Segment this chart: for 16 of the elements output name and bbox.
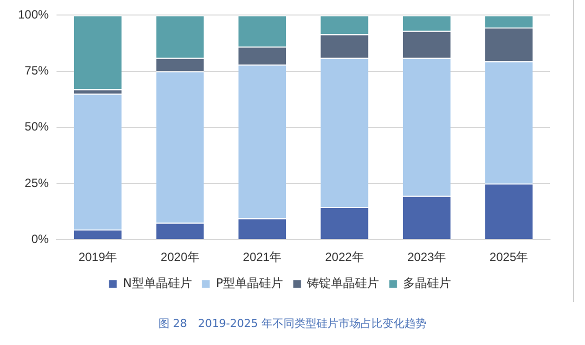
legend-label: N型单晶硅片	[122, 276, 192, 290]
x-tick-label: 2023年	[407, 250, 446, 264]
legend-label: 铸锭单晶硅片	[306, 276, 380, 290]
y-tick-label: 25%	[24, 176, 50, 190]
legend-label: P型单晶硅片	[216, 276, 284, 290]
x-tick-label: 2020年	[160, 250, 200, 264]
x-tick-label: 2025年	[490, 250, 528, 264]
legend-label: 多晶硅片	[403, 276, 452, 290]
x-tick-label: 2019年	[78, 250, 118, 264]
y-tick-label: 75%	[24, 64, 50, 78]
y-tick-label: 0%	[31, 232, 50, 246]
caption: 图 28 2019-2025 年不同类型硅片市场占比变化趋势	[158, 316, 428, 331]
x-tick-label: 2021年	[242, 250, 282, 264]
x-tick-label: 2022年	[325, 250, 364, 264]
y-tick-label: 50%	[24, 120, 50, 134]
y-tick-label: 100%	[18, 8, 50, 22]
